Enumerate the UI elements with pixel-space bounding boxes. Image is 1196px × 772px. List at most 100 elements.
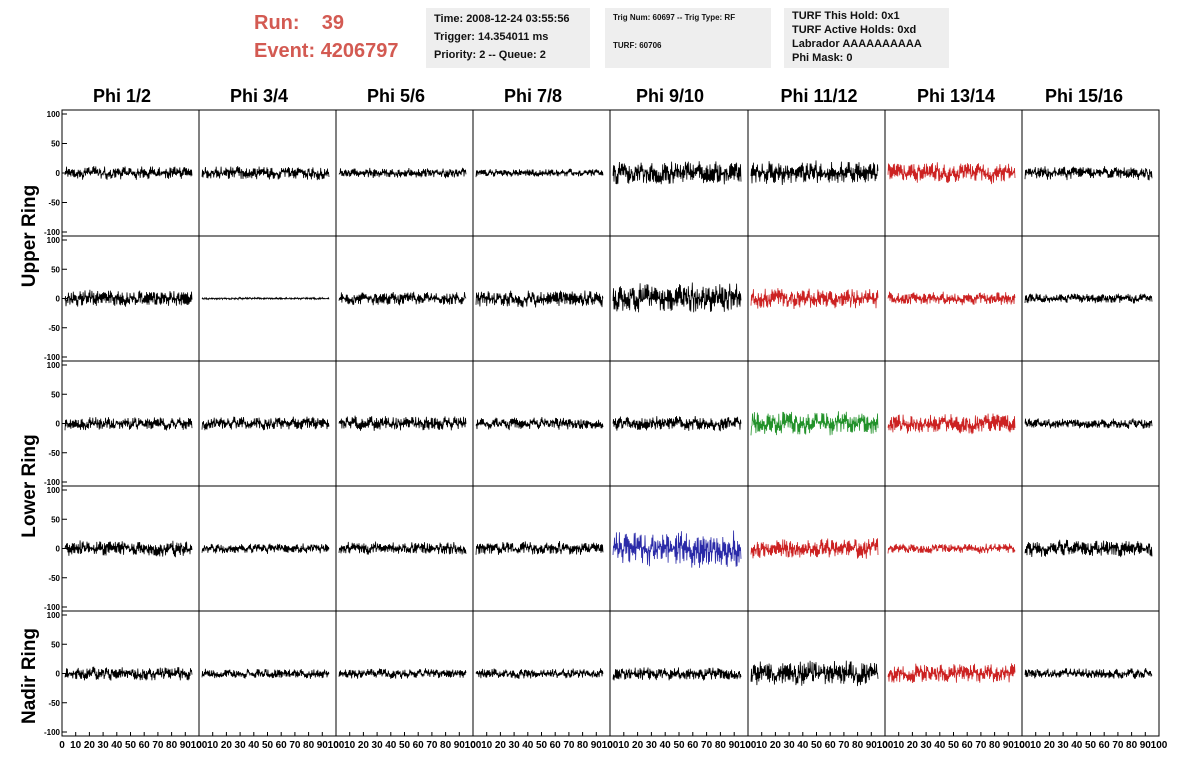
waveform-trace [64,289,193,307]
x-tick-label: 40 [111,740,123,751]
waveform-panel [198,485,337,612]
x-tick-label: 90 [1003,740,1015,751]
x-tick-label: 60 [1099,740,1111,751]
phi-mask-text: Phi Mask: 0 [792,52,853,64]
y-tick-label: 100 [47,361,61,370]
waveform-panel [747,610,886,737]
x-tick-label: 100 [1151,740,1168,751]
y-tick-label: 0 [56,295,61,304]
waveform-trace [338,668,467,679]
waveform-trace [612,530,742,568]
x-tick-label: 80 [1126,740,1138,751]
x-tick-label: 50 [536,740,548,751]
event-label: Event: 4206797 [254,40,399,63]
x-tick-label: 40 [797,740,809,751]
waveform-trace [201,543,330,554]
y-tick-label: 100 [47,110,61,119]
x-tick-label: 40 [934,740,946,751]
y-tick-label: -100 [44,478,61,487]
trig-info-box: Trig Num: 60697 -- Trig Type: RF TURF: 6… [605,8,771,68]
waveform-panel [472,360,611,487]
waveform-trace [475,168,604,178]
column-header-phi-13-14: Phi 13/14 [916,86,996,106]
waveform-panel [1021,610,1160,737]
x-tick-label: 0 [882,740,888,751]
x-tick-label: 60 [825,740,837,751]
x-tick-label: 90 [591,740,603,751]
waveform-trace [887,162,1016,185]
x-tick-label: 20 [907,740,919,751]
x-tick-label: 10 [756,740,768,751]
y-tick-label: 0 [56,545,61,554]
waveform-trace [1024,293,1153,304]
x-tick-label: 0 [59,740,65,751]
waveform-panel [335,610,474,737]
x-tick-label: 0 [745,740,751,751]
x-tick-label: 10 [344,740,356,751]
x-tick-label: 0 [196,740,202,751]
waveform-trace [887,663,1016,684]
trig-num-text: Trig Num: 60697 -- Trig Type: RF [613,13,736,22]
x-tick-label: 50 [811,740,823,751]
x-tick-label: 20 [84,740,96,751]
waveform-trace [750,660,879,687]
waveform-trace [1024,418,1153,429]
x-tick-label: 100 [740,740,757,751]
waveform-trace [750,411,879,436]
x-tick-label: 20 [495,740,507,751]
x-tick-label: 20 [1044,740,1056,751]
x-tick-label: 90 [180,740,192,751]
x-tick-label: 80 [577,740,589,751]
waveform-panel: 100 50 0 -50 -100 [44,360,200,487]
x-tick-label: 50 [262,740,274,751]
x-tick-label: 100 [602,740,619,751]
x-tick-label: 40 [248,740,260,751]
x-tick-label: 10 [207,740,219,751]
x-tick-label: 90 [1140,740,1152,751]
waveform-trace [475,540,604,555]
x-tick-label: 10 [70,740,82,751]
x-tick-label: 60 [276,740,288,751]
y-tick-label: -50 [48,699,60,708]
column-header-phi-1-2: Phi 1/2 [92,86,152,106]
waveform-panel [609,360,749,487]
x-tick-label: 30 [784,740,796,751]
x-tick-label: 100 [465,740,482,751]
waveform-trace [338,291,467,306]
waveform-trace [64,540,193,558]
y-tick-label: -100 [44,228,61,237]
x-tick-label: 90 [317,740,329,751]
waveform-panel [747,109,886,237]
waveform-panel [884,235,1023,362]
x-tick-label: 20 [358,740,370,751]
waveform-panel [609,610,749,737]
x-tick-label: 50 [673,740,685,751]
waveform-trace [1024,166,1153,181]
waveform-panel: 100 50 0 -50 -100 [44,109,200,237]
waveform-panel [747,235,886,362]
x-tick-label: 70 [289,740,301,751]
x-tick-label: 30 [98,740,110,751]
trigger-text: Trigger: 14.354011 ms [434,31,549,43]
run-value: 39 [321,12,345,34]
x-tick-label: 30 [235,740,247,751]
waveform-panel [884,485,1023,612]
waveform-trace [750,538,879,559]
waveform-panel [609,235,749,362]
waveform-trace [750,160,879,186]
waveform-panel [472,485,611,612]
waveform-panel [198,109,337,237]
time-text: Time: 2008-12-24 03:55:56 [434,13,570,25]
x-tick-label: 30 [372,740,384,751]
x-tick-label: 60 [687,740,699,751]
x-tick-label: 50 [125,740,137,751]
waveform-trace [475,668,604,679]
y-tick-label: 0 [56,169,61,178]
run-label-text: Run: [254,12,300,34]
y-tick-label: 100 [47,611,61,620]
x-tick-label: 100 [877,740,894,751]
waveform-panel [609,485,749,612]
waveform-panel [884,360,1023,487]
waveform-panel: 100 50 0 -50 -100 [44,485,200,612]
